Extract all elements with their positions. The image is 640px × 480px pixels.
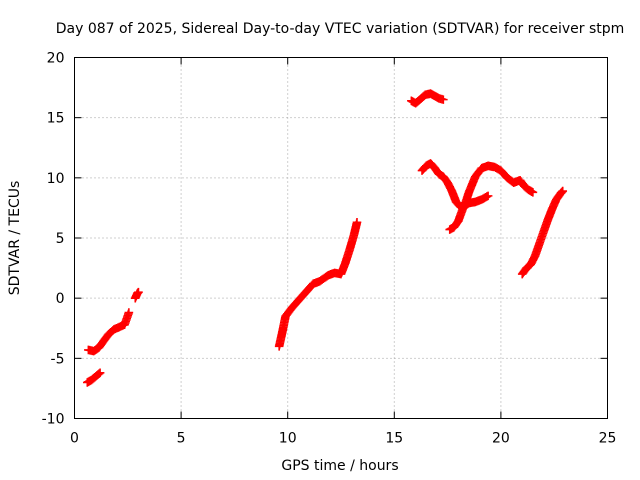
y-tick-label: 5 <box>56 231 65 247</box>
plot-frame <box>74 57 608 419</box>
data-point <box>94 369 104 378</box>
series-seg-6 <box>417 159 538 212</box>
series-seg-7 <box>445 191 493 234</box>
x-tick-label: 15 <box>385 431 403 447</box>
axis-ticks <box>74 57 608 419</box>
series-seg-3 <box>130 287 143 303</box>
data-point <box>95 368 105 378</box>
grid-lines <box>74 57 608 419</box>
chart-title: Day 087 of 2025, Sidereal Day-to-day VTE… <box>56 21 625 37</box>
y-tick-label: 15 <box>47 111 65 127</box>
series-seg-4 <box>274 218 362 351</box>
series-seg-5 <box>407 89 448 108</box>
data-point <box>528 187 538 197</box>
x-tick-label: 25 <box>599 431 617 447</box>
y-tick-label: -10 <box>42 412 65 428</box>
series-seg-2 <box>82 368 105 387</box>
data-points <box>82 89 568 387</box>
tick-labels: 0 5 10 15 20 25 -10 -5 0 5 10 15 20 <box>42 51 617 447</box>
x-tick-label: 5 <box>177 431 186 447</box>
data-point <box>352 218 362 227</box>
x-tick-label: 20 <box>492 431 510 447</box>
data-point <box>134 287 143 297</box>
data-point <box>483 191 493 201</box>
y-tick-label: -5 <box>51 351 65 367</box>
y-axis-label: SDTVAR / TECUs <box>7 181 23 296</box>
data-point <box>124 308 134 317</box>
y-tick-label: 10 <box>47 171 65 187</box>
x-tick-label: 0 <box>70 431 79 447</box>
y-tick-label: 0 <box>56 291 65 307</box>
data-point <box>558 186 568 196</box>
data-point <box>439 95 448 104</box>
x-axis-label: GPS time / hours <box>281 458 398 474</box>
series-seg-1 <box>84 308 134 356</box>
series-seg-8 <box>517 186 568 279</box>
y-tick-label: 20 <box>47 51 65 67</box>
x-tick-label: 10 <box>279 431 297 447</box>
